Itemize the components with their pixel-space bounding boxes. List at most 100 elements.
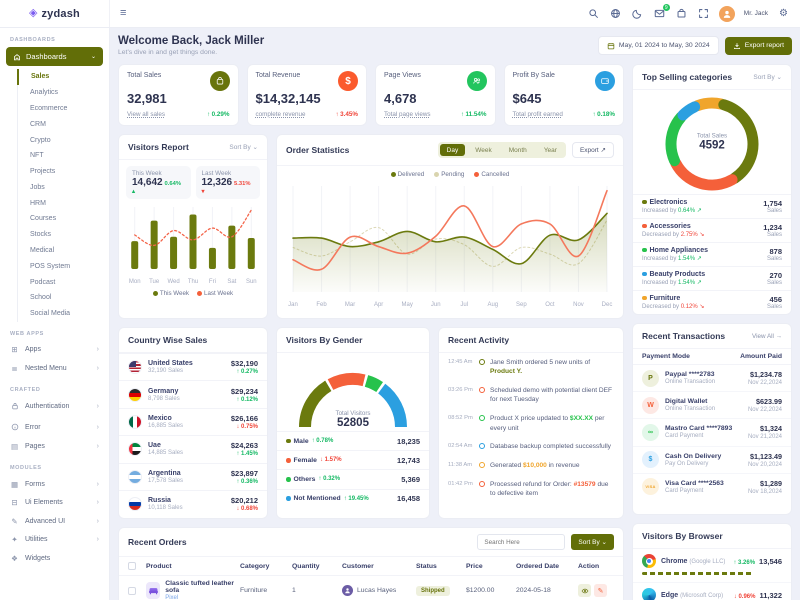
product-sub-link[interactable]: Pixel xyxy=(165,595,179,600)
kpi-row: Total Sales 32,981 View all sales 0.29% … xyxy=(118,64,624,126)
language-icon[interactable] xyxy=(609,7,622,20)
activity-dot-icon xyxy=(479,462,485,469)
chrome-icon xyxy=(642,554,656,568)
chevron-right-icon: › xyxy=(96,480,99,488)
sidebar-item-medical[interactable]: Medical xyxy=(30,246,55,254)
gender-gauge-chart: Total Visitors 52805 xyxy=(277,353,429,431)
tab-day[interactable]: Day xyxy=(439,144,466,156)
tab-week[interactable]: Week xyxy=(468,144,499,156)
sidebar-item-crm[interactable]: CRM xyxy=(30,120,46,128)
sidebar-item-stocks[interactable]: Stocks xyxy=(30,231,52,239)
sidebar-item-dashboards[interactable]: Dashboards ⌄ xyxy=(6,47,103,66)
sidebar-item-widgets[interactable]: ❖ Widgets xyxy=(11,553,51,563)
sidebar-item-hrm[interactable]: HRM xyxy=(30,199,46,207)
export-report-button[interactable]: Export report xyxy=(724,36,792,55)
chevron-down-icon: ⌄ xyxy=(90,54,96,60)
recent-transactions-card: Recent Transactions View All → Payment M… xyxy=(632,323,792,515)
view-order-button[interactable] xyxy=(578,584,591,597)
view-all-link[interactable]: View All → xyxy=(752,332,782,340)
kpi-page-views: Page Views 4,678 Total page views 11.54% xyxy=(375,64,496,126)
sidebar-item-crypto[interactable]: Crypto xyxy=(30,136,51,144)
dark-mode-moon-icon[interactable] xyxy=(631,7,644,20)
sidebar-item-forms[interactable]: ▦ Forms › xyxy=(10,479,99,489)
transaction-row: VISA Visa Card ****2563 Card Payment $1,2… xyxy=(633,474,791,500)
gender-row: Male0.78%18,235 xyxy=(277,431,429,450)
download-icon xyxy=(733,42,740,49)
sidebar-item-pos-system[interactable]: POS System xyxy=(30,262,71,270)
user-name[interactable]: Mr. Jack xyxy=(743,10,768,17)
search-icon[interactable] xyxy=(587,7,600,20)
pages-file-icon: ▤ xyxy=(10,442,19,451)
sidebar-item-advanced-ui[interactable]: ✎ Advanced UI › xyxy=(11,516,99,526)
brand-name: zydash xyxy=(41,7,80,20)
cart-icon[interactable] xyxy=(675,7,688,20)
sidebar-item-ecommerce[interactable]: Ecommerce xyxy=(30,104,68,112)
transactions-columns: Payment Mode Amount Paid xyxy=(633,349,791,365)
kpi-link[interactable]: Total page views xyxy=(384,111,431,118)
main-content: Welcome Back, Jack Miller Let's dive in … xyxy=(110,28,800,600)
activity-item: 02:54 Am Database backup completed succe… xyxy=(448,443,611,451)
svg-text:Sun: Sun xyxy=(246,279,257,285)
chevron-right-icon: › xyxy=(96,536,99,544)
tab-month[interactable]: Month xyxy=(502,144,534,156)
kpi-link[interactable]: View all sales xyxy=(127,111,166,118)
select-all-checkbox[interactable] xyxy=(128,562,136,570)
sidebar-item-error[interactable]: Error › xyxy=(0,417,109,438)
svg-text:Jun: Jun xyxy=(431,302,441,308)
sidebar-item-utilities[interactable]: ✦ Utilities › xyxy=(11,535,99,544)
date-range-picker[interactable]: May, 01 2024 to May, 30 2024 xyxy=(597,36,719,55)
sidebar-item-jobs[interactable]: Jobs xyxy=(30,183,45,191)
export-button[interactable]: Export ↗ xyxy=(571,142,614,158)
sidebar-item-projects[interactable]: Projects xyxy=(30,168,56,176)
kpi-link[interactable]: Total profit earned xyxy=(512,111,563,118)
sort-by-dropdown[interactable]: Sort By ⌄ xyxy=(229,144,258,151)
row-checkbox[interactable] xyxy=(128,586,136,595)
sidebar-item-courses[interactable]: Courses xyxy=(30,215,57,223)
sidebar-item-ui-elements[interactable]: ⊟ Ui Elements › xyxy=(11,498,99,507)
sidebar-item-apps[interactable]: ⊞ Apps › xyxy=(11,345,99,354)
edit-order-button[interactable]: ✎ xyxy=(594,584,607,597)
visitors-report-card: Visitors Report Sort By ⌄ This Week 14,6… xyxy=(118,134,268,319)
user-avatar[interactable] xyxy=(718,5,735,22)
menu-toggle-icon[interactable]: ≡ xyxy=(120,7,127,19)
svg-text:Mar: Mar xyxy=(345,302,355,308)
activity-item: 03:26 Pm Scheduled demo with potential c… xyxy=(448,386,613,404)
calendar-icon xyxy=(607,42,615,49)
svg-text:Apr: Apr xyxy=(374,302,383,308)
last-week-stat: Last Week 12,326 5.31% xyxy=(195,166,260,199)
search-input[interactable] xyxy=(477,534,566,550)
sidebar-item-authentication[interactable]: Authentication › xyxy=(0,397,109,418)
recent-orders-card: Recent Orders Sort By ⌄ ProductCategoryQ… xyxy=(118,527,624,600)
svg-text:Oct: Oct xyxy=(545,302,555,308)
sidebar-section-dashboards: DASHBOARDS xyxy=(10,37,56,43)
kpi-link[interactable]: complete revenue xyxy=(255,111,306,118)
activity-item: 12:45 Am Jane Smith ordered 5 new units … xyxy=(448,358,591,376)
table-header: Product Category Quantity Customer Status Pr… xyxy=(119,557,623,576)
settings-gear-icon[interactable]: ⚙ xyxy=(777,7,790,20)
order-statistics-line-chart: Jan Feb Mar Apr May Jun Jul Aug Sep Oct Nov Dec xyxy=(288,186,613,308)
svg-text:Dec: Dec xyxy=(602,302,613,308)
fullscreen-icon[interactable] xyxy=(697,7,710,20)
sidebar-item-nft[interactable]: NFT xyxy=(30,152,44,160)
activity-item: 11:38 Am Generated $10,000 in revenue xyxy=(448,462,580,470)
lock-icon xyxy=(10,402,19,412)
svg-text:Mon: Mon xyxy=(129,279,141,285)
sidebar-item-podcast[interactable]: Podcast xyxy=(30,278,56,286)
sidebar-item-school[interactable]: School xyxy=(30,294,52,302)
sidebar-item-analytics[interactable]: Analytics xyxy=(30,89,59,97)
us-flag-icon xyxy=(128,360,142,375)
sidebar-item-nested-menu[interactable]: ≣ Nested Menu › xyxy=(11,363,99,373)
sidebar-item-sales[interactable]: Sales xyxy=(17,69,109,85)
mail-icon[interactable]: 9 xyxy=(653,4,670,20)
sidebar-item-social-media[interactable]: Social Media xyxy=(30,310,71,318)
sort-by-button[interactable]: Sort By ⌄ xyxy=(571,534,614,550)
sort-by-dropdown[interactable]: Sort By ⌄ xyxy=(753,74,782,81)
kpi-value: $14,32,145 xyxy=(255,90,321,106)
brand[interactable]: ◈ zydash xyxy=(0,0,110,27)
svg-text:Aug: Aug xyxy=(487,302,498,308)
tab-year[interactable]: Year xyxy=(537,144,564,156)
sidebar-item-pages[interactable]: ▤ Pages › xyxy=(10,442,99,451)
